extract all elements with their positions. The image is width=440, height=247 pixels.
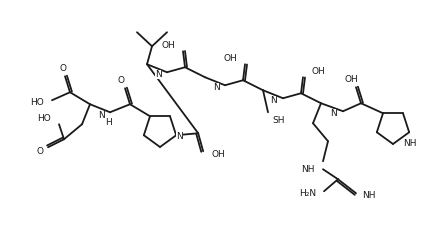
- Text: N: N: [155, 70, 162, 79]
- Text: O: O: [117, 76, 125, 85]
- Text: NH: NH: [362, 191, 375, 200]
- Text: SH: SH: [272, 116, 285, 125]
- Text: O: O: [59, 64, 66, 73]
- Text: HO: HO: [30, 98, 44, 107]
- Text: N: N: [330, 109, 337, 118]
- Text: OH: OH: [211, 150, 225, 159]
- Text: OH: OH: [311, 67, 325, 76]
- Text: N: N: [98, 111, 105, 120]
- Text: H₂N: H₂N: [299, 189, 316, 198]
- Text: N: N: [176, 132, 183, 141]
- Text: O: O: [36, 147, 43, 156]
- Text: OH: OH: [161, 41, 175, 50]
- Text: H: H: [105, 118, 111, 127]
- Text: NH: NH: [403, 140, 417, 148]
- Text: HO: HO: [37, 114, 51, 123]
- Text: N: N: [213, 83, 220, 92]
- Text: OH: OH: [223, 54, 237, 63]
- Text: N: N: [270, 96, 277, 105]
- Text: OH: OH: [344, 75, 358, 84]
- Text: NH: NH: [301, 165, 315, 174]
